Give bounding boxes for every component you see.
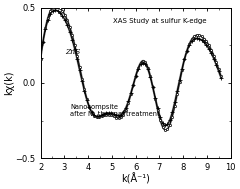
Text: ZnS: ZnS [66,48,81,56]
X-axis label: k(Å⁻¹): k(Å⁻¹) [121,174,150,185]
Text: Nanocompsite
after N₂ thermal treatment: Nanocompsite after N₂ thermal treatment [70,104,160,117]
Y-axis label: kχ(k): kχ(k) [4,71,14,95]
Text: XAS Study at sulfur K-edge: XAS Study at sulfur K-edge [113,18,206,24]
